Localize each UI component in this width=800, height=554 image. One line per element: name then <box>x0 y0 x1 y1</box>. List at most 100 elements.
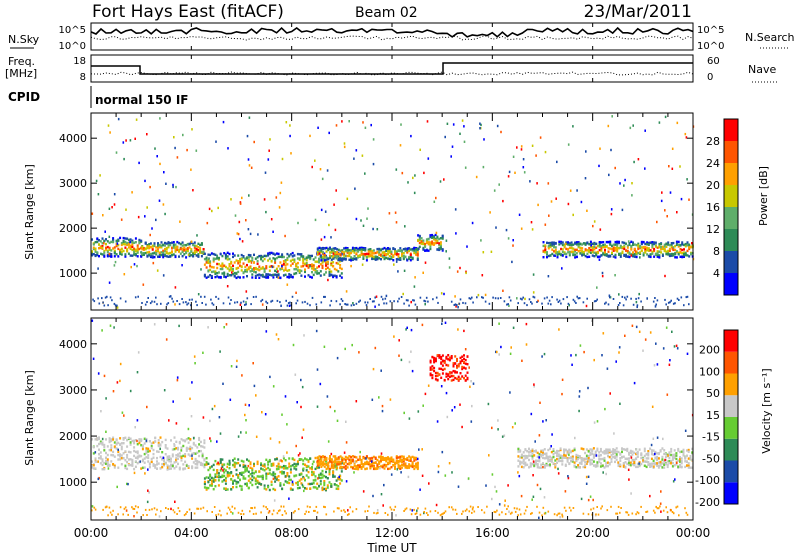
data-cell <box>373 511 375 514</box>
data-cell <box>360 250 363 253</box>
data-cell <box>193 241 196 244</box>
data-cell <box>533 385 535 388</box>
data-cell <box>101 460 104 463</box>
data-cell <box>336 457 339 460</box>
data-cell <box>388 255 391 258</box>
data-cell <box>188 246 191 249</box>
data-cell <box>168 467 171 471</box>
data-cell <box>203 477 206 480</box>
data-cell <box>560 242 563 245</box>
data-cell <box>415 250 418 254</box>
data-cell <box>498 322 500 325</box>
data-cell <box>633 451 636 454</box>
data-cell <box>205 276 208 279</box>
data-cell <box>397 466 400 469</box>
data-cell <box>249 266 252 269</box>
data-cell <box>319 472 322 475</box>
data-cell <box>107 514 109 517</box>
data-cell <box>684 460 687 463</box>
data-cell <box>355 467 358 470</box>
data-cell <box>190 415 193 418</box>
data-cell <box>256 475 259 478</box>
data-cell <box>199 249 202 252</box>
data-cell <box>646 243 649 246</box>
data-cell <box>270 251 273 255</box>
data-cell <box>253 261 255 264</box>
data-cell <box>450 371 453 374</box>
data-cell <box>424 303 426 306</box>
data-cell <box>431 235 434 239</box>
data-cell <box>112 463 115 466</box>
data-cell <box>614 253 617 257</box>
data-cell <box>561 254 564 257</box>
data-cell <box>112 237 115 240</box>
data-cell <box>93 300 96 303</box>
data-cell <box>438 244 441 247</box>
data-cell <box>626 249 629 253</box>
data-cell <box>632 303 635 306</box>
data-cell <box>438 248 441 251</box>
data-cell <box>357 464 360 467</box>
data-cell <box>190 168 192 171</box>
data-cell <box>181 244 184 247</box>
data-cell <box>286 275 289 279</box>
data-cell <box>284 459 287 462</box>
data-cell <box>638 330 641 333</box>
data-cell <box>173 447 176 451</box>
data-cell <box>147 450 150 453</box>
data-cell <box>311 463 314 466</box>
data-cell <box>498 183 500 186</box>
data-cell <box>568 451 571 454</box>
data-cell <box>207 261 210 264</box>
data-cell <box>646 241 649 244</box>
data-cell <box>218 416 221 419</box>
data-cell <box>603 449 606 453</box>
data-cell <box>381 247 384 251</box>
data-cell <box>217 472 220 475</box>
data-cell <box>166 303 168 306</box>
data-cell <box>205 476 208 479</box>
data-cell <box>576 295 578 298</box>
data-cell <box>156 460 158 463</box>
data-cell <box>603 452 606 455</box>
data-cell <box>372 227 374 231</box>
data-cell <box>159 162 161 166</box>
data-cell <box>268 149 270 152</box>
data-cell <box>109 131 111 134</box>
data-cell <box>579 249 582 252</box>
data-cell <box>151 508 153 511</box>
data-cell <box>447 364 450 367</box>
data-cell <box>178 250 180 253</box>
data-cell <box>408 455 411 458</box>
data-cell <box>134 450 137 454</box>
data-cell <box>157 247 159 250</box>
data-cell <box>169 242 172 245</box>
data-cell <box>615 450 618 453</box>
data-cell <box>532 273 535 276</box>
data-cell <box>407 181 409 184</box>
data-cell <box>329 459 331 463</box>
data-cell <box>456 359 458 362</box>
data-cell <box>376 509 379 512</box>
data-cell <box>211 407 214 411</box>
data-cell <box>628 242 631 245</box>
data-cell <box>646 297 648 300</box>
data-cell <box>568 243 571 247</box>
data-cell <box>573 464 576 467</box>
data-cell <box>247 459 250 463</box>
data-cell <box>531 228 534 231</box>
data-cell <box>302 255 305 258</box>
data-cell <box>134 465 137 468</box>
data-cell <box>561 455 564 458</box>
data-cell <box>133 263 136 266</box>
nsky-series <box>90 26 694 38</box>
data-cell <box>578 466 581 469</box>
data-cell <box>671 461 674 465</box>
data-cell <box>605 452 608 455</box>
data-cell <box>614 243 617 246</box>
data-cell <box>649 447 652 450</box>
data-cell <box>298 270 301 273</box>
data-cell <box>153 255 156 259</box>
data-cell <box>106 253 109 257</box>
data-cell <box>201 462 204 466</box>
